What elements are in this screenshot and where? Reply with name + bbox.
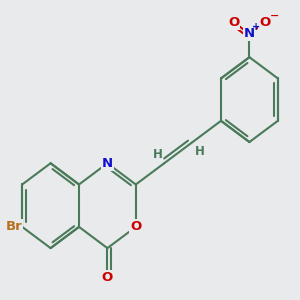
Text: −: − — [270, 11, 279, 21]
Text: H: H — [152, 148, 162, 161]
Text: N: N — [102, 157, 113, 170]
Text: +: + — [252, 22, 260, 32]
Text: H: H — [194, 145, 204, 158]
Text: O: O — [102, 271, 113, 284]
Text: O: O — [130, 220, 141, 233]
Text: N: N — [244, 27, 255, 40]
Text: O: O — [228, 16, 239, 29]
Text: O: O — [260, 16, 271, 29]
Text: Br: Br — [5, 220, 22, 233]
